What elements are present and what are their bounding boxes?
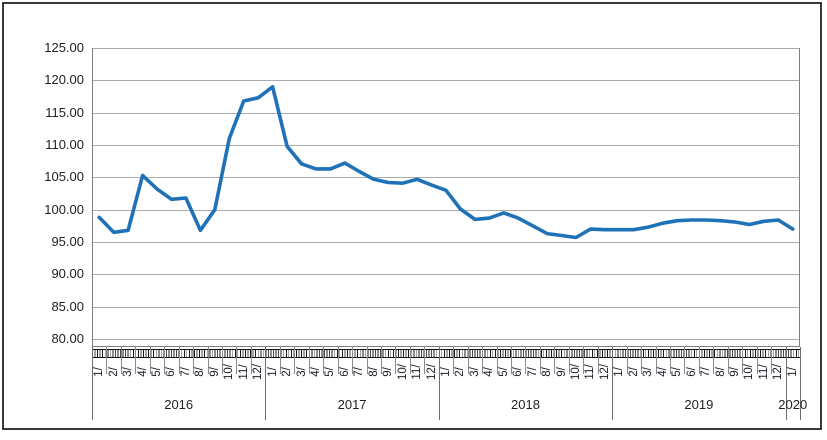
category-tick xyxy=(294,347,296,374)
category-tick xyxy=(424,347,426,374)
category-tick xyxy=(308,347,310,374)
category-tick xyxy=(250,347,252,374)
category-tick xyxy=(236,347,238,374)
month-tick-label: 1/ xyxy=(786,367,799,377)
category-tick xyxy=(539,347,541,374)
category-tick xyxy=(713,347,715,374)
category-tick xyxy=(193,347,195,374)
y-axis-tick-label: 125.00 xyxy=(44,40,84,55)
y-axis-tick-label: 85.00 xyxy=(51,298,84,314)
category-tick xyxy=(453,347,455,374)
category-tick xyxy=(698,347,700,374)
category-tick xyxy=(149,347,151,374)
year-boundary-tick xyxy=(800,347,801,420)
y-axis-tick-label: 100.00 xyxy=(44,201,84,217)
category-tick xyxy=(467,347,469,374)
year-label: 2016 xyxy=(164,397,194,412)
y-axis-tick-label: 95.00 xyxy=(51,234,84,249)
category-tick xyxy=(409,347,411,374)
category-tick xyxy=(135,347,137,374)
category-tick xyxy=(568,347,570,374)
category-tick xyxy=(641,347,643,374)
year-boundary-tick xyxy=(438,347,440,420)
y-axis-tick-label: 90.00 xyxy=(51,266,84,282)
category-tick xyxy=(771,347,773,374)
year-boundary-tick xyxy=(92,347,93,420)
year-label: 2020 xyxy=(778,397,808,412)
category-tick xyxy=(106,347,108,374)
year-boundary-tick xyxy=(265,347,267,420)
category-tick xyxy=(496,347,498,374)
category-tick xyxy=(222,347,224,374)
year-label: 2017 xyxy=(337,397,367,412)
category-tick xyxy=(511,347,513,374)
data-line-series xyxy=(97,84,795,240)
category-tick xyxy=(669,347,671,374)
year-boundary-tick xyxy=(785,347,787,420)
category-tick xyxy=(366,347,368,374)
category-tick xyxy=(164,347,166,374)
year-label: 2019 xyxy=(684,397,714,412)
y-axis-tick-label: 110.00 xyxy=(45,137,84,152)
category-tick xyxy=(380,347,382,374)
category-tick xyxy=(583,347,585,374)
category-tick xyxy=(655,347,657,374)
category-tick xyxy=(178,347,180,374)
category-tick xyxy=(120,347,122,374)
category-tick xyxy=(525,347,527,374)
clipped-date-labels-band xyxy=(92,349,800,358)
y-axis-tick-label: 105.00 xyxy=(44,169,84,185)
category-tick xyxy=(727,347,729,374)
category-tick xyxy=(756,347,758,374)
plot-area xyxy=(92,48,800,347)
category-tick xyxy=(482,347,484,374)
year-boundary-tick xyxy=(612,347,614,420)
category-tick xyxy=(323,347,325,374)
y-axis-tick-label: 115.00 xyxy=(45,104,84,120)
category-tick xyxy=(554,347,556,374)
category-tick xyxy=(337,347,339,374)
y-axis-tick-label: 120.00 xyxy=(44,72,84,88)
category-tick xyxy=(742,347,744,374)
category-tick xyxy=(352,347,354,374)
category-tick xyxy=(684,347,686,374)
category-tick xyxy=(626,347,628,374)
year-label: 2018 xyxy=(511,397,540,412)
y-axis-tick-label: 80.00 xyxy=(51,331,84,346)
category-tick xyxy=(207,347,209,374)
category-tick xyxy=(597,347,599,374)
category-tick xyxy=(279,347,281,374)
category-tick xyxy=(395,347,397,374)
